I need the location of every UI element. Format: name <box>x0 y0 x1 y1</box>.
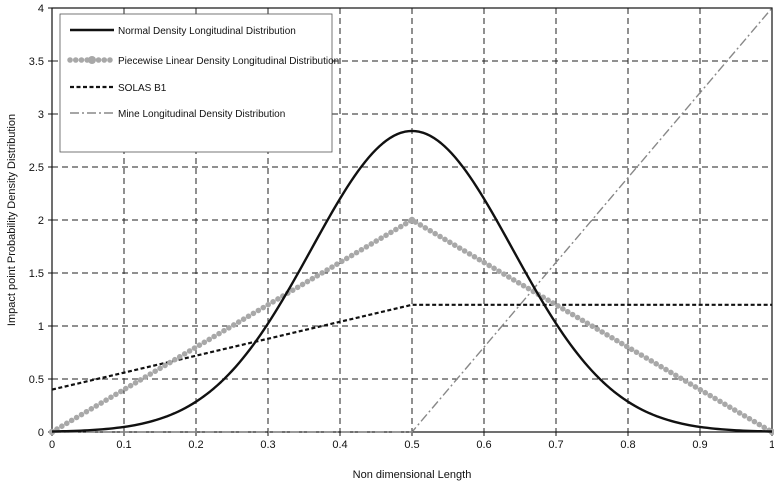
y-tick-label: 4 <box>38 3 44 15</box>
y-axis-label: Impact point Probability Density Distrib… <box>6 114 18 326</box>
legend-item-3: Mine Longitudinal Density Distribution <box>70 109 285 120</box>
y-tick-label: 2.5 <box>29 162 44 174</box>
y-tick-label: 2 <box>38 215 44 227</box>
series-line <box>52 7 773 433</box>
x-axis-ticks: 0 0.1 0.2 0.3 0.4 0.5 0.6 0.7 0.8 0.9 1 <box>49 432 774 451</box>
legend-item-2: SOLAS B1 <box>70 83 167 94</box>
y-tick-label: 1.5 <box>29 268 44 280</box>
legend-label: Piecewise Linear Density Longitudinal Di… <box>118 56 339 67</box>
x-axis-label: Non dimensional Length <box>353 469 472 481</box>
legend-label: Mine Longitudinal Density Distribution <box>118 109 285 120</box>
legend-item-0: Normal Density Longitudinal Distribution <box>70 26 296 37</box>
legend-item-1: Piecewise Linear Density Longitudinal Di… <box>67 56 339 67</box>
data-point <box>408 216 416 224</box>
series-2 <box>51 303 772 391</box>
series-3 <box>52 7 773 433</box>
x-tick-label: 0.4 <box>332 439 347 451</box>
legend-label: SOLAS B1 <box>118 83 167 94</box>
y-tick-label: 0.5 <box>29 374 44 386</box>
x-tick-label: 0.5 <box>404 439 419 451</box>
series-layer <box>48 7 774 436</box>
y-tick-label: 3 <box>38 109 44 121</box>
y-tick-label: 3.5 <box>29 56 44 68</box>
legend-box <box>59 13 333 153</box>
x-tick-label: 0.3 <box>260 439 275 451</box>
legend-marker <box>88 56 96 64</box>
series-line <box>51 129 773 433</box>
series-0 <box>51 129 773 433</box>
y-tick-label: 0 <box>38 427 44 439</box>
x-tick-label: 0.9 <box>692 439 707 451</box>
legend-items: Normal Density Longitudinal Distribution… <box>67 26 339 120</box>
x-tick-label: 0.6 <box>476 439 491 451</box>
y-axis-ticks: 0 0.5 1 1.5 2 2.5 3 3.5 4 <box>29 3 52 439</box>
series-line <box>51 303 772 391</box>
x-tick-label: 1 <box>769 439 774 451</box>
x-tick-label: 0.8 <box>620 439 635 451</box>
x-tick-label: 0.1 <box>116 439 131 451</box>
x-tick-label: 0.2 <box>188 439 203 451</box>
y-tick-label: 1 <box>38 321 44 333</box>
series-1 <box>48 216 774 436</box>
x-tick-label: 0 <box>49 439 55 451</box>
legend: Normal Density Longitudinal Distribution… <box>59 13 339 153</box>
x-tick-label: 0.7 <box>548 439 563 451</box>
legend-label: Normal Density Longitudinal Distribution <box>118 26 296 37</box>
